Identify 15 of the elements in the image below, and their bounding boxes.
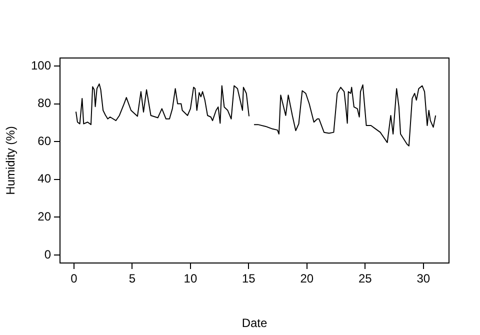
x-tick-label: 30 bbox=[416, 272, 430, 286]
y-tick-label: 40 bbox=[38, 172, 52, 186]
x-tick-label: 10 bbox=[184, 272, 198, 286]
y-tick-label: 100 bbox=[30, 58, 52, 72]
x-tick-label: 0 bbox=[70, 272, 78, 286]
y-tick-label: 20 bbox=[38, 210, 52, 224]
x-tick-label: 15 bbox=[242, 272, 256, 286]
x-tick-label: 5 bbox=[128, 272, 136, 286]
y-tick-label: 80 bbox=[38, 96, 52, 110]
x-tick-label: 20 bbox=[300, 272, 314, 286]
y-tick-label: 0 bbox=[44, 247, 52, 262]
y-tick-label: 60 bbox=[38, 134, 52, 148]
x-tick-label: 25 bbox=[358, 272, 372, 286]
x-axis-title: Date bbox=[242, 316, 268, 330]
y-axis-title: Humidity (%) bbox=[4, 126, 18, 195]
